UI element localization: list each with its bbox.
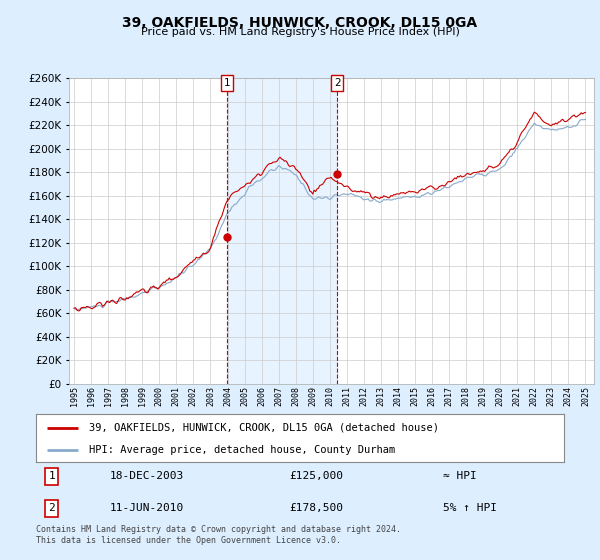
Text: Price paid vs. HM Land Registry's House Price Index (HPI): Price paid vs. HM Land Registry's House … xyxy=(140,27,460,37)
Text: £178,500: £178,500 xyxy=(289,503,343,514)
Text: HPI: Average price, detached house, County Durham: HPI: Average price, detached house, Coun… xyxy=(89,445,395,455)
Text: 2: 2 xyxy=(334,78,341,88)
Text: 2: 2 xyxy=(49,503,55,514)
Text: 1: 1 xyxy=(224,78,230,88)
Text: 5% ↑ HPI: 5% ↑ HPI xyxy=(443,503,497,514)
Bar xyxy=(227,78,337,384)
Text: ≈ HPI: ≈ HPI xyxy=(443,472,476,482)
Text: 39, OAKFIELDS, HUNWICK, CROOK, DL15 0GA (detached house): 39, OAKFIELDS, HUNWICK, CROOK, DL15 0GA … xyxy=(89,423,439,433)
Text: 11-JUN-2010: 11-JUN-2010 xyxy=(110,503,184,514)
Text: Contains HM Land Registry data © Crown copyright and database right 2024.
This d: Contains HM Land Registry data © Crown c… xyxy=(36,525,401,545)
Text: 18-DEC-2003: 18-DEC-2003 xyxy=(110,472,184,482)
Text: £125,000: £125,000 xyxy=(289,472,343,482)
Text: 1: 1 xyxy=(49,472,55,482)
Text: 39, OAKFIELDS, HUNWICK, CROOK, DL15 0GA: 39, OAKFIELDS, HUNWICK, CROOK, DL15 0GA xyxy=(122,16,478,30)
